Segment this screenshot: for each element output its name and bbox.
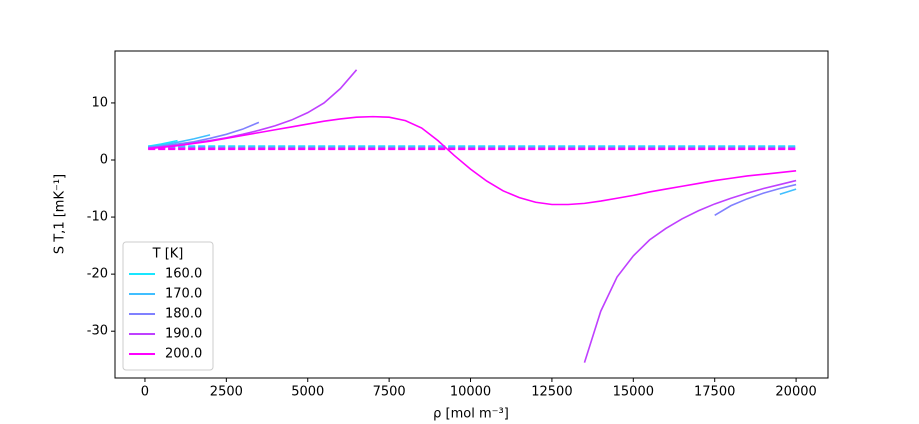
x-tick-label: 0 bbox=[141, 385, 149, 400]
legend-label: 190.0 bbox=[165, 327, 202, 342]
x-tick-label: 5000 bbox=[291, 385, 324, 400]
x-tick-label: 10000 bbox=[450, 385, 491, 400]
legend-label: 200.0 bbox=[165, 347, 202, 362]
x-axis-label: ρ [mol m⁻³] bbox=[433, 407, 509, 422]
legend-title: T [K] bbox=[152, 247, 184, 262]
data-line bbox=[148, 121, 797, 217]
y-tick-label: -20 bbox=[87, 267, 108, 282]
x-tick-label: 20000 bbox=[775, 385, 816, 400]
y-tick-label: 0 bbox=[100, 153, 108, 168]
x-tick-label: 2500 bbox=[210, 385, 243, 400]
data-line bbox=[148, 69, 797, 363]
x-tick-label: 7500 bbox=[373, 385, 406, 400]
plot-area bbox=[148, 69, 797, 363]
legend-label: 160.0 bbox=[165, 267, 202, 282]
x-tick-label: 17500 bbox=[694, 385, 735, 400]
x-tick-label: 12500 bbox=[531, 385, 572, 400]
data-line bbox=[148, 134, 797, 196]
y-tick-label: 10 bbox=[91, 95, 108, 110]
y-tick-label: -10 bbox=[87, 210, 108, 225]
legend-label: 170.0 bbox=[165, 287, 202, 302]
legend-label: 180.0 bbox=[165, 307, 202, 322]
plot-frame bbox=[114, 50, 829, 379]
data-line bbox=[148, 115, 797, 206]
y-axis-label: S T,1 [mK⁻¹] bbox=[53, 174, 68, 254]
x-tick-label: 15000 bbox=[613, 385, 654, 400]
y-tick-label: -30 bbox=[87, 324, 108, 339]
